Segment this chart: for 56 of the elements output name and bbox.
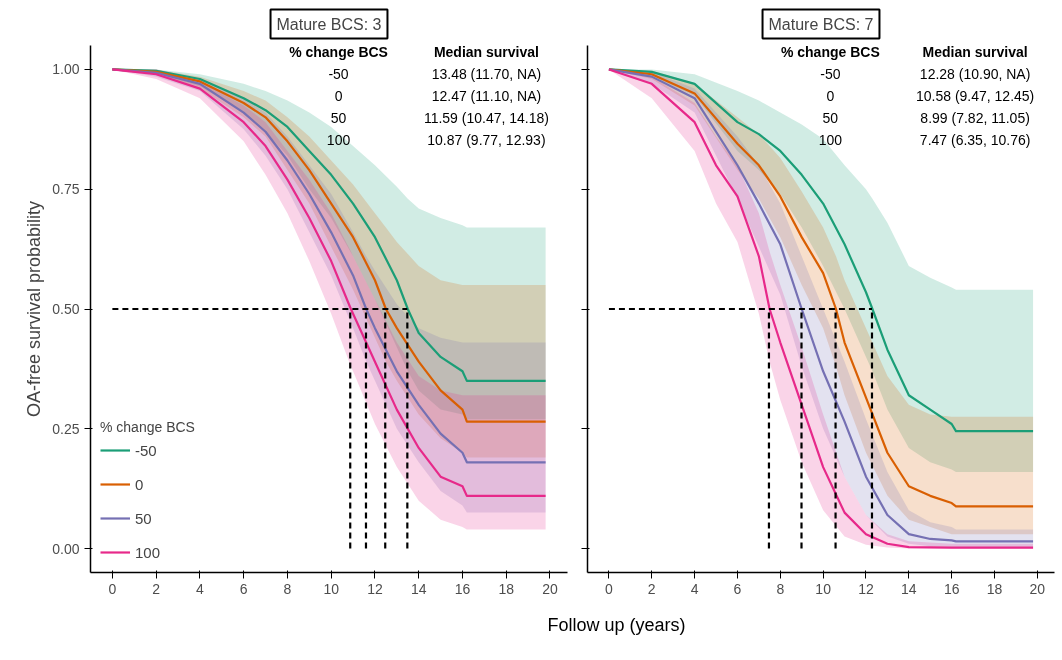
annotation: 10.87 (9.77, 12.93) [427,132,546,149]
annotation: 12.47 (11.10, NA) [431,88,542,105]
annotation: 10.58 (9.47, 12.45) [915,88,1035,105]
x-tick-label: 16 [454,580,471,597]
annotation: 100 [818,132,843,149]
x-tick-label: 10 [323,580,340,597]
chart-title: Mature BCS: 3 [276,15,382,33]
x-tick-label: 16 [943,580,960,597]
x-tick-label: 10 [815,580,832,597]
x-tick-label: 2 [152,580,161,597]
legend-label: -50 [135,441,157,459]
annotation: 8.99 (7.82, 11.05) [920,110,1030,127]
y-tick-label: 1.00 [52,61,80,78]
annotation: % change BCS [289,43,388,60]
legend-title: % change BCS [100,419,195,435]
x-axis-title: Follow up (years) [547,614,686,635]
x-tick-label: 6 [239,580,248,597]
y-tick-label: 0.25 [52,420,80,437]
x-tick-label: 0 [605,580,614,597]
legend-label: 0 [135,475,145,493]
annotation: 50 [330,110,347,127]
x-tick-label: 8 [776,580,785,597]
legend-label: 100 [135,543,161,561]
y-axis-title: OA-free survival probability [24,200,45,418]
annotation: Median survival [922,43,1028,60]
annotation: 12.28 (10.90, NA) [919,65,1031,82]
x-tick-label: 18 [498,580,515,597]
x-tick-label: 12 [858,580,874,597]
y-tick-label: 0.00 [52,540,80,557]
annotation: 0 [826,88,835,105]
annotation: 11.59 (10.47, 14.18) [423,110,549,127]
annotation: -50 [328,65,349,82]
x-tick-label: 4 [196,580,205,597]
x-tick-label: 6 [733,580,742,597]
annotation: 100 [326,132,351,149]
x-tick-label: 0 [108,580,117,597]
annotation: 13.48 (11.70, NA) [431,65,542,82]
annotation: % change BCS [780,43,880,60]
annotation: Median survival [433,43,539,60]
x-tick-label: 14 [901,580,917,597]
x-tick-label: 2 [647,580,656,597]
y-tick-label: 0.50 [52,301,80,317]
chart-title: Mature BCS: 7 [768,15,874,33]
x-tick-label: 20 [542,580,558,597]
annotation: 50 [822,110,839,127]
annotation: 0 [334,88,343,105]
annotation: 7.47 (6.35, 10.76) [919,132,1031,149]
x-tick-label: 18 [986,580,1003,597]
x-tick-label: 14 [410,580,427,597]
x-tick-label: 8 [283,580,292,597]
x-tick-label: 12 [367,580,383,597]
x-tick-label: 4 [690,580,699,597]
x-tick-label: 20 [1029,580,1046,597]
annotation: -50 [820,65,841,82]
legend-label: 50 [135,509,153,527]
y-tick-label: 0.75 [52,181,80,198]
